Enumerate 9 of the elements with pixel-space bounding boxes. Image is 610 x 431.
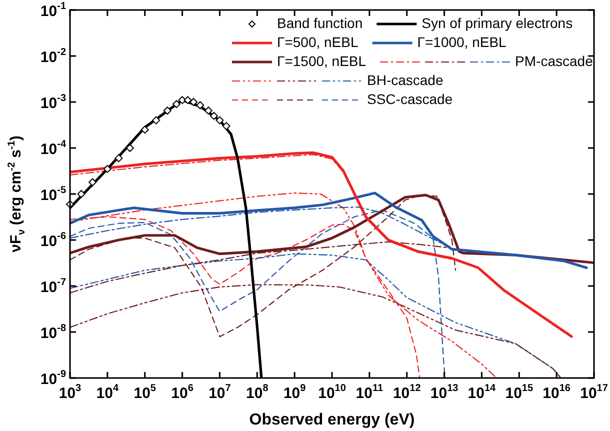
legend-label: Γ=1500, nEBL	[277, 52, 366, 69]
legend-label: Γ=500, nEBL	[277, 34, 358, 50]
legend-label: Syn of primary electrons	[422, 14, 573, 31]
legend-label: Γ=1000, nEBL	[417, 34, 507, 50]
legend-label: SSC-cascade	[367, 90, 453, 107]
legend-label: PM-cascade	[515, 52, 594, 69]
x-axis-title: Observed energy (eV)	[249, 411, 415, 428]
legend-label: BH-cascade	[367, 72, 444, 88]
legend-label: Band function	[277, 14, 363, 31]
